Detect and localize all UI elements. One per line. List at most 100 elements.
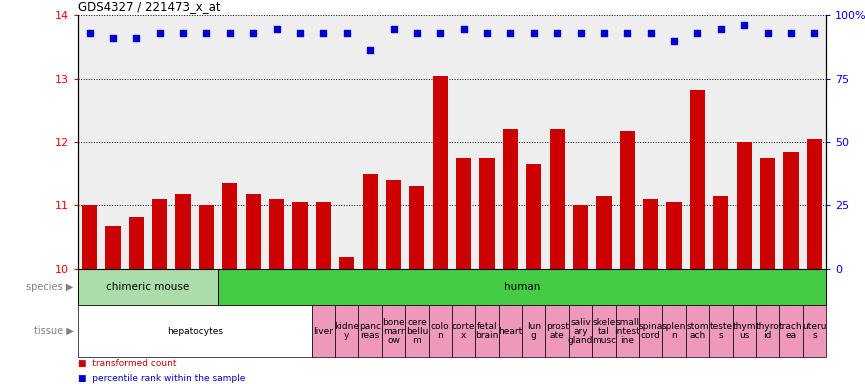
Text: uteru
s: uteru s: [802, 322, 827, 340]
Bar: [222, 183, 237, 269]
Bar: [643, 199, 658, 269]
Point: [153, 30, 167, 36]
Bar: [573, 205, 588, 269]
Text: corte
x: corte x: [452, 322, 476, 340]
Bar: [522, 305, 546, 357]
Point: [667, 38, 681, 44]
Text: hepatocytes: hepatocytes: [167, 327, 223, 336]
Bar: [593, 305, 616, 357]
Bar: [82, 205, 97, 269]
Point: [597, 30, 611, 36]
Text: small
intest
ine: small intest ine: [614, 318, 640, 345]
Bar: [386, 180, 401, 269]
Bar: [709, 305, 733, 357]
Text: human: human: [504, 282, 541, 292]
Bar: [432, 76, 448, 269]
Text: lun
g: lun g: [527, 322, 541, 340]
Bar: [714, 196, 728, 269]
Bar: [546, 305, 569, 357]
Bar: [503, 129, 518, 269]
Bar: [479, 158, 495, 269]
Text: kidne
y: kidne y: [334, 322, 359, 340]
Point: [340, 30, 354, 36]
Point: [644, 30, 657, 36]
Text: panc
reas: panc reas: [359, 322, 381, 340]
Bar: [106, 226, 120, 269]
Bar: [269, 199, 285, 269]
Point: [433, 30, 447, 36]
Text: fetal
brain: fetal brain: [476, 322, 499, 340]
Text: cere
bellu
m: cere bellu m: [406, 318, 428, 345]
Point: [200, 30, 214, 36]
Bar: [667, 202, 682, 269]
Bar: [358, 305, 381, 357]
Bar: [549, 129, 565, 269]
Bar: [176, 194, 190, 269]
Bar: [663, 305, 686, 357]
Bar: [428, 305, 452, 357]
Text: chimeric mouse: chimeric mouse: [106, 282, 189, 292]
Text: stom
ach: stom ach: [686, 322, 708, 340]
Bar: [381, 305, 405, 357]
Bar: [152, 199, 167, 269]
Bar: [619, 131, 635, 269]
Bar: [78, 269, 218, 305]
Bar: [686, 305, 709, 357]
Bar: [476, 305, 499, 357]
Point: [527, 30, 541, 36]
Point: [620, 30, 634, 36]
Bar: [803, 305, 826, 357]
Text: bone
marr
ow: bone marr ow: [382, 318, 405, 345]
Bar: [129, 217, 144, 269]
Point: [247, 30, 260, 36]
Bar: [596, 196, 612, 269]
Bar: [690, 90, 705, 269]
Bar: [78, 305, 311, 357]
Bar: [616, 305, 639, 357]
Point: [363, 47, 377, 53]
Text: skele
tal
musc: skele tal musc: [592, 318, 616, 345]
Text: trach
ea: trach ea: [779, 322, 803, 340]
Point: [807, 30, 821, 36]
Text: species ▶: species ▶: [26, 282, 74, 292]
Text: liver: liver: [313, 327, 333, 336]
Bar: [733, 305, 756, 357]
Bar: [807, 139, 822, 269]
Point: [573, 30, 587, 36]
Text: teste
s: teste s: [709, 322, 733, 340]
Bar: [499, 305, 522, 357]
Point: [690, 30, 704, 36]
Bar: [456, 158, 471, 269]
Text: splen
n: splen n: [662, 322, 686, 340]
Point: [130, 35, 144, 41]
Bar: [409, 186, 425, 269]
Bar: [779, 305, 803, 357]
Point: [106, 35, 120, 41]
Point: [784, 30, 798, 36]
Point: [503, 30, 517, 36]
Text: thym
us: thym us: [733, 322, 756, 340]
Bar: [362, 174, 378, 269]
Point: [223, 30, 237, 36]
Text: colo
n: colo n: [431, 322, 450, 340]
Bar: [526, 164, 541, 269]
Point: [480, 30, 494, 36]
Bar: [452, 305, 476, 357]
Text: saliv
ary
gland: saliv ary gland: [568, 318, 593, 345]
Bar: [639, 305, 663, 357]
Point: [550, 30, 564, 36]
Point: [270, 26, 284, 32]
Bar: [246, 194, 261, 269]
Bar: [339, 257, 355, 269]
Point: [737, 22, 751, 28]
Text: GDS4327 / 221473_x_at: GDS4327 / 221473_x_at: [78, 0, 221, 13]
Bar: [760, 158, 775, 269]
Bar: [405, 305, 428, 357]
Bar: [335, 305, 358, 357]
Bar: [316, 202, 331, 269]
Point: [410, 30, 424, 36]
Text: spina
cord: spina cord: [638, 322, 663, 340]
Text: ■  percentile rank within the sample: ■ percentile rank within the sample: [78, 374, 245, 383]
Point: [457, 26, 471, 32]
Text: ■  transformed count: ■ transformed count: [78, 359, 176, 368]
